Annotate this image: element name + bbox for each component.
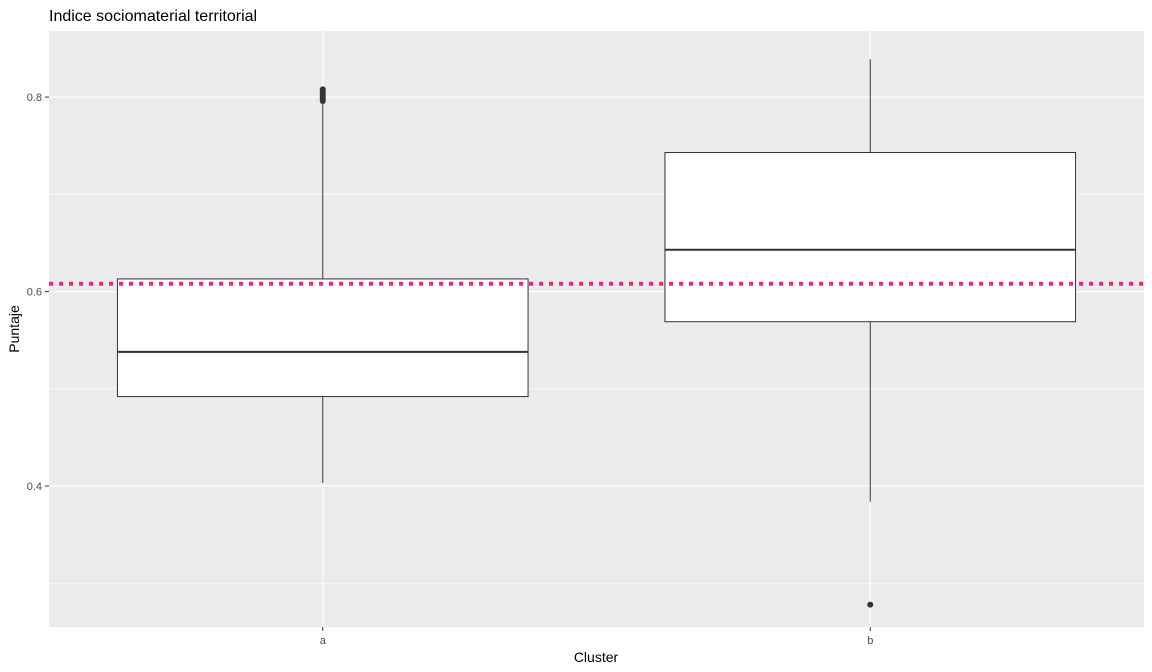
box-b [664,59,1077,608]
y-tick-label: 0.6 [27,287,42,299]
x-tick-label: b [867,635,873,647]
boxes [116,59,1077,608]
chart-title: Indice sociomaterial territorial [49,8,257,25]
y-axis-title: Puntaje [6,305,22,353]
box-body [664,152,1077,323]
outlier-point [867,601,874,608]
box-body [116,278,529,398]
x-axis-title: Cluster [574,649,619,665]
x-tick-label: a [320,635,327,647]
box-a [116,86,529,484]
y-axis: 0.4 0.6 0.8 [27,92,49,493]
outlier-point [319,86,326,93]
y-tick-label: 0.4 [27,481,42,493]
y-tick-label: 0.8 [27,92,42,104]
